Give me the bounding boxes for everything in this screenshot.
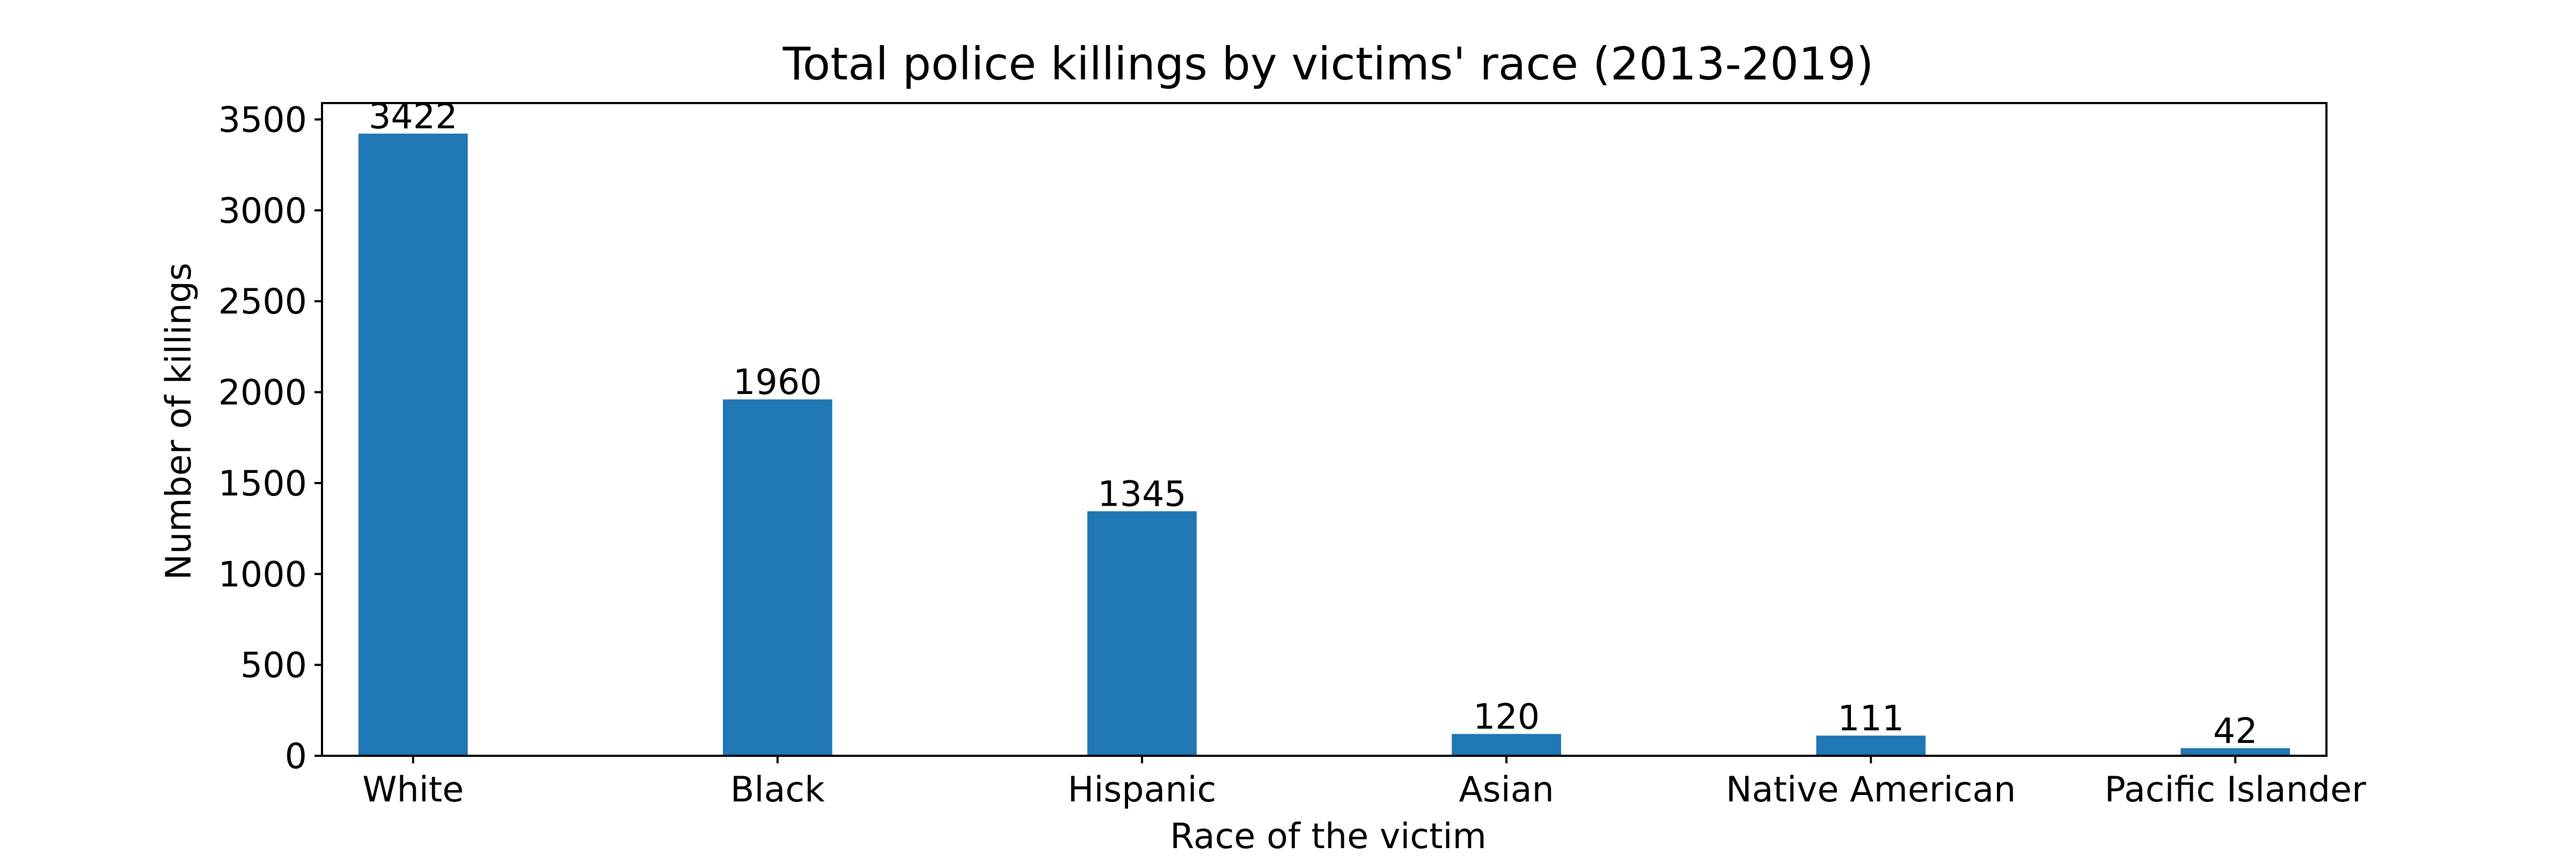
x-tick-label-2: Hispanic: [1068, 770, 1217, 810]
x-tick-label-3: Asian: [1459, 770, 1554, 810]
y-axis-label: Number of killings: [159, 262, 199, 580]
bar-3: [1452, 734, 1561, 756]
bar-4: [1816, 735, 1926, 756]
y-tick-label-4: 2000: [218, 373, 307, 413]
x-tick-label-1: Black: [730, 770, 825, 810]
y-tick-label-7: 3500: [218, 100, 307, 140]
x-tick-label-0: White: [362, 770, 464, 810]
bar-5: [2180, 748, 2290, 756]
plot-frame: [321, 102, 2328, 757]
x-tick-label-5: Pacific Islander: [2105, 770, 2367, 810]
bar-1: [723, 399, 832, 756]
data-label-4: 111: [1838, 698, 1904, 739]
bar-0: [358, 133, 468, 756]
y-tick-label-1: 500: [240, 646, 307, 686]
y-tick-label-0: 0: [285, 736, 307, 777]
data-label-2: 1345: [1097, 474, 1186, 514]
data-label-3: 120: [1473, 697, 1540, 737]
data-label-1: 1960: [733, 362, 822, 403]
bar-2: [1087, 511, 1197, 756]
y-tick-label-5: 2500: [218, 282, 307, 322]
y-tick-label-3: 1500: [218, 464, 307, 504]
data-label-5: 42: [2213, 711, 2258, 751]
chart-title: Total police killings by victims' race (…: [782, 38, 1874, 90]
x-tick-label-4: Native American: [1726, 770, 2016, 810]
y-tick-label-2: 1000: [218, 554, 307, 595]
y-tick-label-6: 3000: [218, 191, 307, 231]
x-axis-label: Race of the victim: [1170, 816, 1487, 857]
